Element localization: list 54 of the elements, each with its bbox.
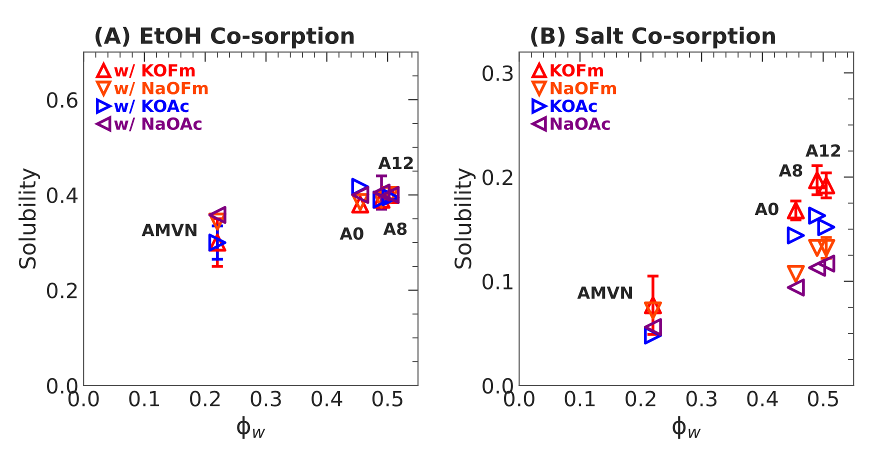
chart-title: (A) EtOH Co-sorption [96, 26, 354, 48]
point [817, 218, 836, 236]
y-tick-label: 0.1 [482, 274, 512, 290]
y-tick-label: 0.2 [482, 170, 512, 186]
legend-label: KOAc [550, 100, 597, 112]
x-axis-title: ϕ$_{w}$ [672, 416, 701, 439]
x-tick-label: 0.5 [372, 390, 402, 406]
point [817, 254, 836, 273]
x-tick-label: 0.1 [129, 390, 160, 406]
y-axis-title: Solubility [18, 168, 40, 269]
point [786, 278, 805, 297]
y-tick-label: 0.6 [46, 92, 78, 108]
point [808, 171, 826, 190]
point [808, 258, 826, 277]
x-tick-label: 0.3 [686, 390, 716, 406]
annotation: A12 [805, 144, 840, 157]
x-tick-label: 0.2 [626, 390, 656, 406]
legend-label: w/ KOAc [114, 100, 188, 114]
y-tick-label: 0.4 [46, 187, 78, 204]
point [786, 264, 805, 283]
annotation: A8 [778, 164, 802, 177]
point [817, 176, 836, 194]
legend-label: NaOFm [550, 82, 616, 94]
point [786, 226, 805, 244]
annotation: A0 [340, 227, 364, 240]
point [208, 206, 226, 224]
legend-label: w/ KOFm [114, 64, 195, 78]
x-tick-label: 0.4 [312, 390, 342, 406]
annotation: A8 [383, 222, 407, 236]
annotation: AMVN [577, 286, 632, 299]
legend-label: w/ NaOAc [114, 117, 202, 132]
x-tick-label: 0.4 [747, 390, 778, 406]
point [808, 238, 826, 257]
annotation: A0 [754, 202, 778, 216]
legend-label: KOFm [550, 64, 603, 77]
y-tick-label: 0.2 [46, 282, 77, 298]
point [644, 318, 662, 336]
legend-label: NaOAc [550, 117, 610, 130]
x-axis-title: ϕ$_{w}$ [237, 416, 266, 439]
point [351, 186, 370, 204]
annotation: AMVN [142, 224, 196, 236]
point [808, 206, 826, 225]
x-tick-label: 0.2 [190, 390, 220, 406]
x-tick-label: 0.5 [808, 390, 838, 406]
point [817, 238, 836, 257]
x-tick-label: 0.3 [250, 390, 281, 406]
x-tick-label: 0.1 [564, 390, 595, 406]
y-tick-label: 0.3 [482, 65, 513, 82]
y-axis-title: Solubility [454, 168, 476, 269]
chart-title: (B) Salt Co-sorption [531, 26, 775, 48]
annotation: A12 [378, 156, 413, 169]
legend-label: w/ NaOFm [114, 82, 208, 96]
point [644, 301, 662, 320]
point [372, 184, 391, 202]
